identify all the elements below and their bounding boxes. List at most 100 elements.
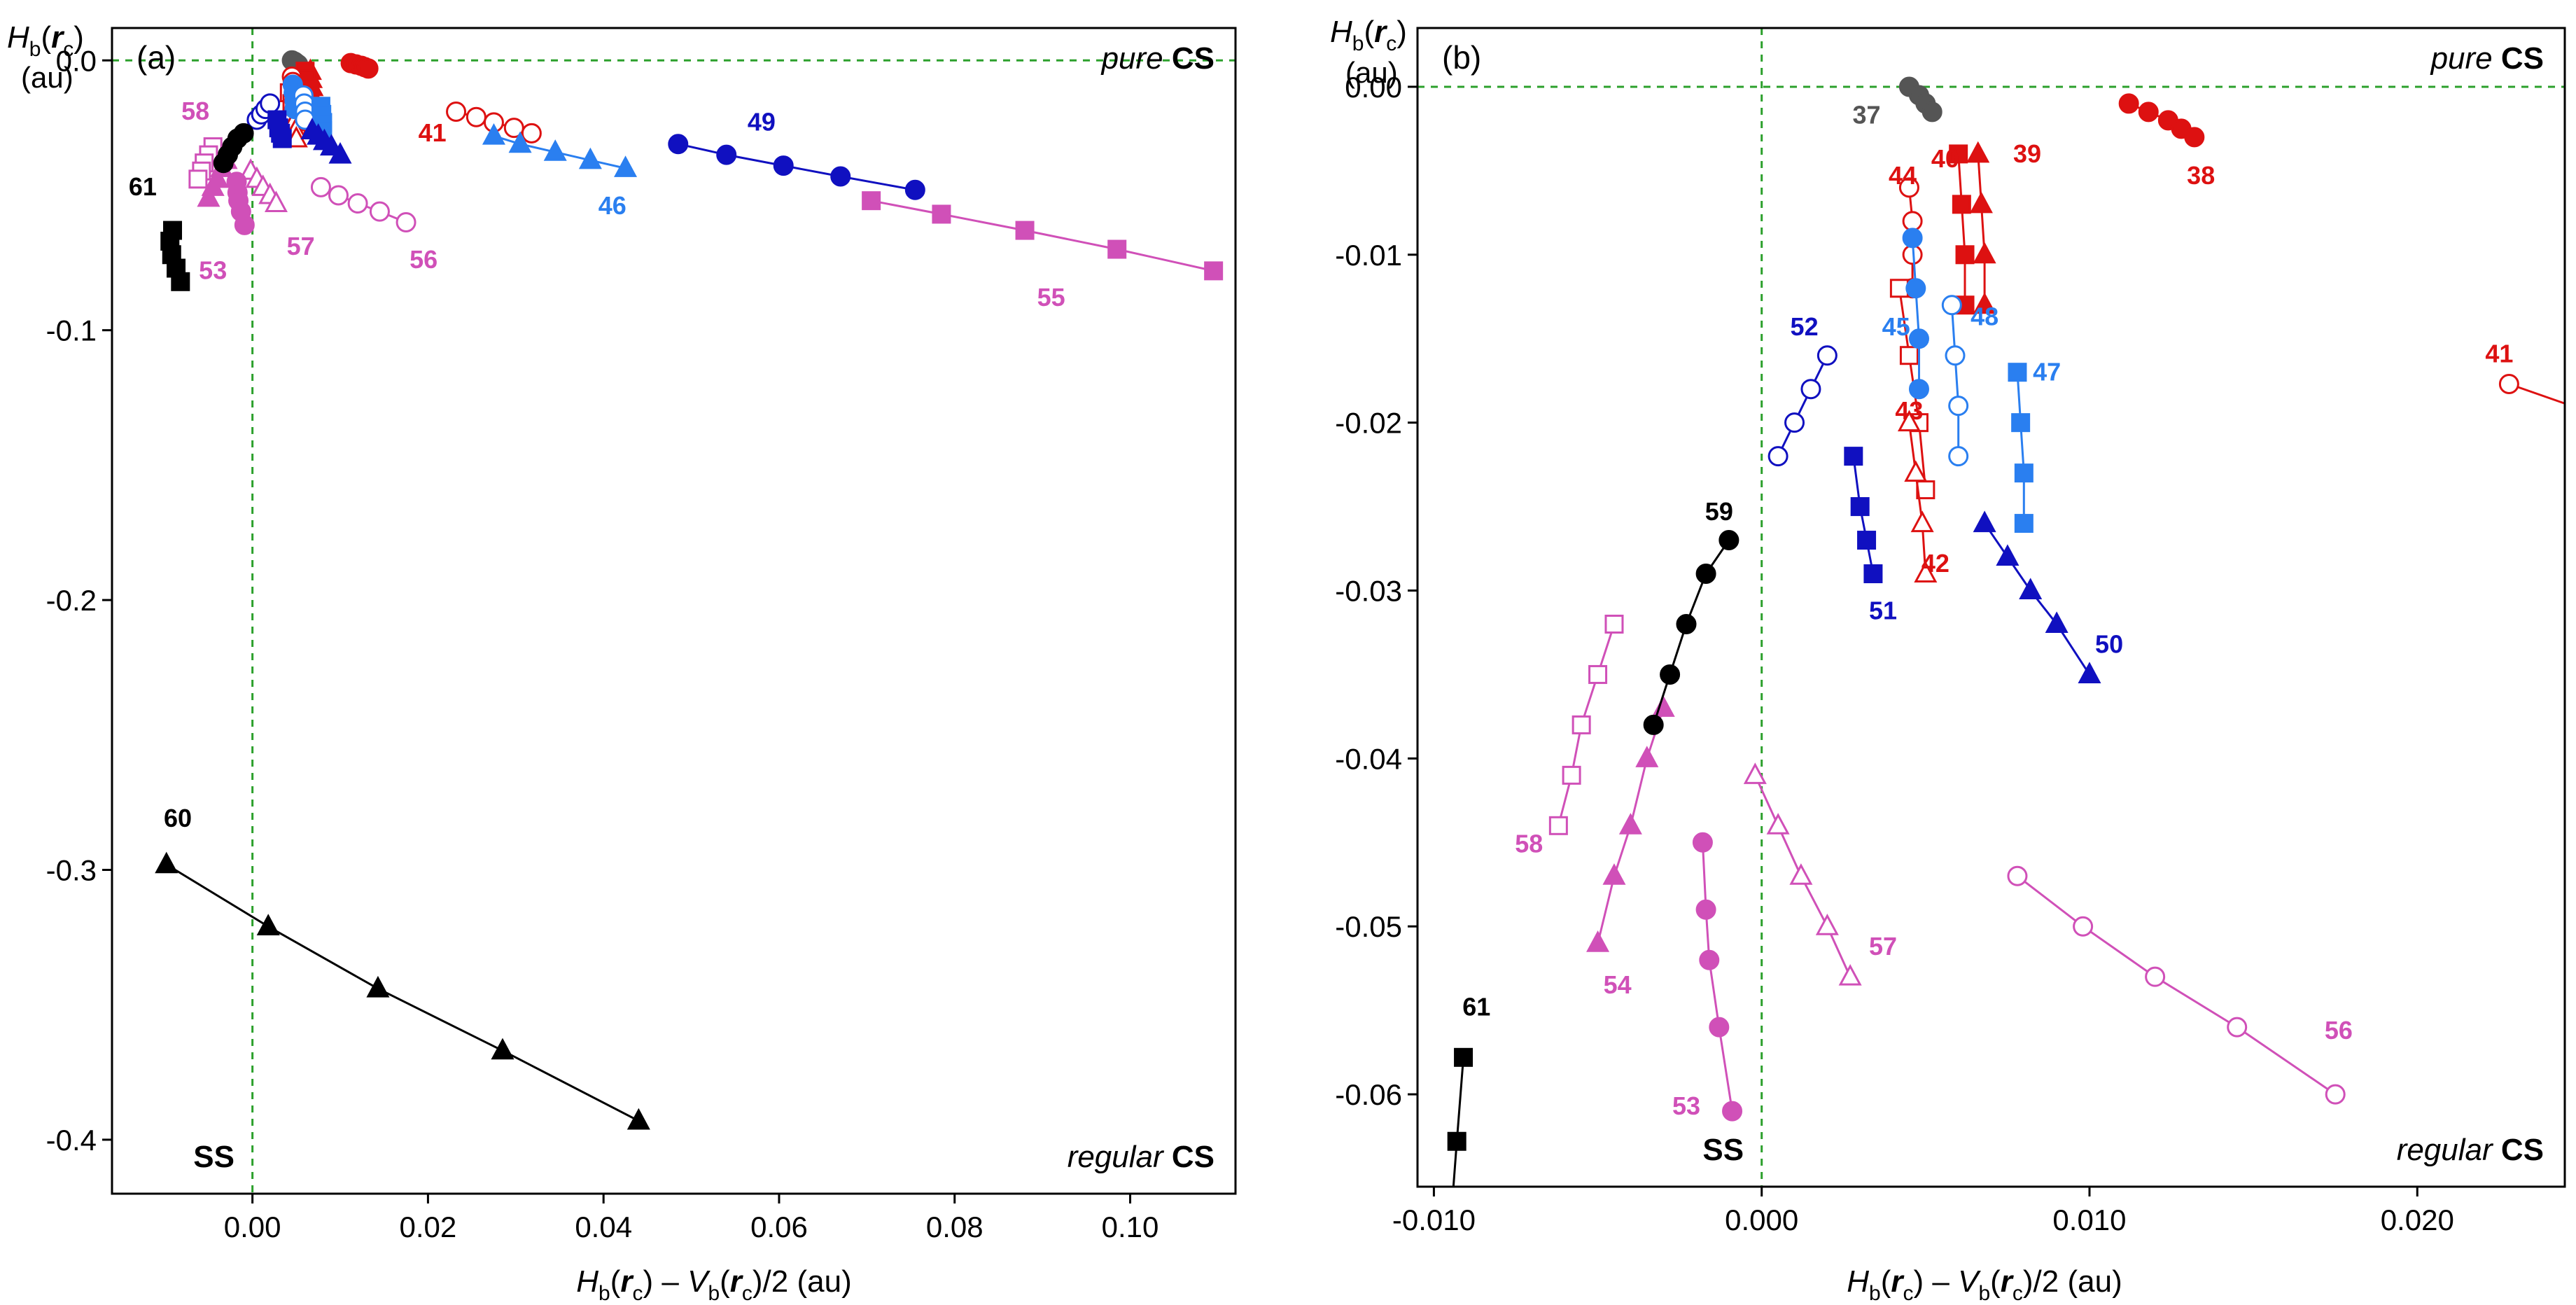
panel-b-point-61-1 bbox=[1447, 1131, 1466, 1151]
y-axis-title-a: Hb(rc) (au) bbox=[7, 20, 84, 94]
panel-a-ytick-label-2: -0.2 bbox=[46, 584, 97, 617]
panel-b-annotation-44: 44 bbox=[1889, 161, 1917, 190]
panel-b-point-57-1 bbox=[1766, 813, 1790, 835]
panel-b-point-58-2 bbox=[1572, 715, 1591, 734]
panel-a-point-54-4 bbox=[197, 185, 220, 207]
panel-b-series-47-line bbox=[2016, 372, 2025, 524]
panel-a-series-57 bbox=[239, 158, 288, 213]
panel-b-series-39-line bbox=[1977, 153, 1986, 305]
y-title-h: H bbox=[7, 20, 29, 55]
panel-b-point-41-0 bbox=[2498, 373, 2519, 394]
panel-b-point-44-0 bbox=[1898, 177, 1919, 198]
x-axis-title-b: Hb(rc) – Vb(rc)/2 (au) bbox=[1847, 1264, 2122, 1305]
panel-a-annotation-49: 49 bbox=[748, 107, 776, 136]
panel-b-point-45-1 bbox=[1905, 278, 1926, 299]
panel-b-frame bbox=[1416, 27, 2566, 1188]
panel-b-point-57-4 bbox=[1838, 964, 1862, 986]
panel-b-series-42-line bbox=[1907, 422, 1927, 574]
panel-a-series-59 bbox=[213, 123, 254, 174]
panel-a-point-41-1 bbox=[465, 106, 486, 127]
panel-a-point-49-0 bbox=[668, 134, 689, 155]
panel-b-point-45-0 bbox=[1902, 228, 1923, 249]
panel-a-point-38-4 bbox=[358, 58, 379, 79]
panel-b-point-53-3 bbox=[1709, 1017, 1730, 1038]
panel-b-point-39-0 bbox=[1966, 141, 1990, 163]
panel-b-annotation-37: 37 bbox=[1853, 101, 1881, 130]
panel-b-point-52-0 bbox=[1768, 446, 1788, 467]
y-title-c: c bbox=[63, 38, 74, 61]
panel-b-ytick-label-5: -0.05 bbox=[1335, 910, 1402, 943]
panel-b-series-47 bbox=[2008, 363, 2033, 533]
panel-a-data bbox=[155, 50, 1224, 1130]
panel-b-point-61-0 bbox=[1454, 1047, 1474, 1067]
panel-a-xtick-label-2: 0.04 bbox=[575, 1210, 632, 1243]
panel-a-series-38 bbox=[340, 53, 379, 79]
panel-a-point-41-4 bbox=[521, 123, 542, 144]
panel-b-point-50-3 bbox=[2045, 611, 2068, 633]
panel-b-point-53-2 bbox=[1699, 949, 1720, 970]
panel-b-series-40-line bbox=[1957, 153, 1966, 305]
panel-a-ytick-label-4: -0.4 bbox=[46, 1124, 97, 1157]
panel-b-point-50-2 bbox=[2019, 578, 2043, 600]
panel-b-point-51-3 bbox=[1863, 564, 1883, 584]
panel-b-point-58-4 bbox=[1548, 816, 1568, 835]
panel-a-point-56-4 bbox=[396, 212, 416, 232]
panel-a-point-56-3 bbox=[369, 201, 390, 222]
panel-a-point-60-1 bbox=[256, 914, 280, 935]
panel-b-point-47-0 bbox=[2008, 363, 2027, 382]
panel-b-annotation-41: 41 bbox=[2485, 339, 2513, 368]
panel-b-point-52-2 bbox=[1800, 379, 1821, 400]
panel-b-point-42-0 bbox=[1897, 410, 1921, 432]
panel-a-point-49-4 bbox=[904, 179, 925, 200]
panel-b-point-52-3 bbox=[1816, 345, 1837, 366]
panel-b-point-45-3 bbox=[1908, 379, 1929, 400]
panel-b-point-59-4 bbox=[1643, 714, 1664, 735]
panel-b-series-39 bbox=[1966, 141, 1996, 314]
panel-b-annotation-57: 57 bbox=[1869, 932, 1897, 961]
panel-a-series-50 bbox=[300, 118, 352, 164]
panel-b-point-56-0 bbox=[2007, 865, 2028, 886]
y-title-b: b bbox=[29, 38, 41, 61]
panel-b-series-52-line bbox=[1777, 355, 1828, 457]
panel-b-annotation-54: 54 bbox=[1604, 970, 1632, 999]
panel-a: Hb(rc) (au) Hb(rc) – Vb(rc)/2 (au) 0.00 0… bbox=[7, 20, 1237, 1305]
y-unit-b: (au) bbox=[1345, 56, 1398, 89]
panel-a-xtick-label-0: 0.00 bbox=[224, 1210, 281, 1243]
panel-b-series-38 bbox=[2118, 93, 2205, 148]
panel-b-point-58-0 bbox=[1604, 614, 1624, 634]
panel-a-point-56-0 bbox=[310, 176, 331, 197]
panel-b-series-53 bbox=[1692, 832, 1743, 1122]
y-axis-title-b: Hb(rc) (au) bbox=[1330, 15, 1407, 89]
panel-a-pure-cs-label: pure CS bbox=[1100, 41, 1214, 76]
panel-b-point-58-3 bbox=[1562, 765, 1581, 785]
panel-a-point-60-0 bbox=[155, 851, 178, 874]
svg-text:Hb(rc): Hb(rc) bbox=[1330, 15, 1407, 55]
panel-a-ytick-label-1: -0.1 bbox=[46, 314, 97, 347]
panel-b-ytick-label-6: -0.06 bbox=[1335, 1078, 1402, 1111]
panel-b-point-56-3 bbox=[2227, 1017, 2248, 1038]
panel-b-point-47-2 bbox=[2014, 463, 2033, 483]
panel-a-series-51 bbox=[267, 110, 292, 148]
panel-b-ytick-label-2: -0.02 bbox=[1335, 407, 1402, 440]
panel-a-label: (a) bbox=[136, 39, 176, 76]
panel-a-xtick-label-1: 0.02 bbox=[400, 1210, 457, 1243]
panel-a-point-55-4 bbox=[1204, 261, 1224, 281]
panel-b-point-37-3 bbox=[1921, 102, 1942, 123]
panel-b-annotation-39: 39 bbox=[2013, 139, 2041, 168]
panel-b-point-38-1 bbox=[2138, 102, 2159, 123]
panel-a-point-46-4 bbox=[614, 155, 638, 177]
panel-b-regular-cs-label: regular CS bbox=[2397, 1133, 2544, 1167]
panel-b-point-48-1 bbox=[1945, 345, 1966, 366]
panel-b-point-53-0 bbox=[1692, 832, 1713, 853]
panel-a-regular-cs-label: regular CS bbox=[1068, 1140, 1214, 1174]
panel-a-point-56-2 bbox=[347, 193, 368, 214]
panel-a-point-59-4 bbox=[213, 153, 234, 174]
panel-a-annotation-41: 41 bbox=[419, 118, 447, 147]
panel-b-xtick-label-0: -0.010 bbox=[1392, 1203, 1476, 1236]
panel-b-series-54 bbox=[1586, 695, 1675, 952]
panel-b-point-56-4 bbox=[2325, 1084, 2346, 1105]
panel-b-point-42-2 bbox=[1910, 510, 1934, 533]
panel-b-point-42-1 bbox=[1904, 460, 1928, 482]
panel-b-point-48-3 bbox=[1948, 446, 1969, 467]
panel-a-series-60 bbox=[155, 851, 650, 1130]
